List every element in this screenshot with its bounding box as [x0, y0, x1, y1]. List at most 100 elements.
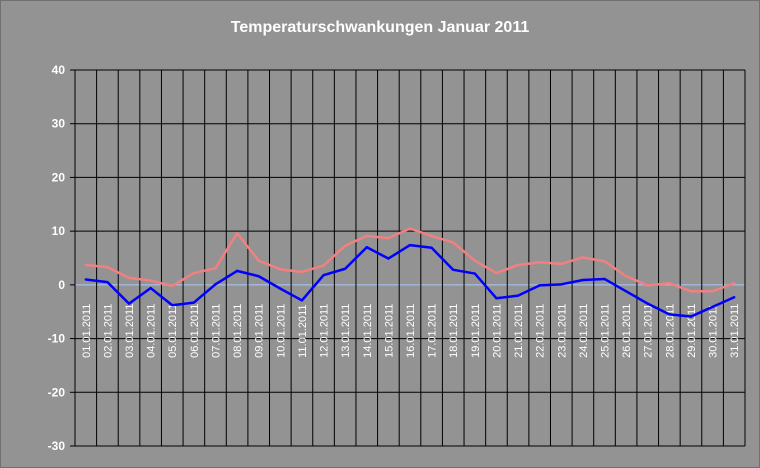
data-point [538, 284, 541, 287]
data-point [408, 243, 412, 247]
x-tick-label: 17.01.2011 [427, 304, 439, 358]
data-point [322, 264, 325, 267]
data-point [127, 302, 131, 305]
data-point [581, 256, 585, 259]
x-tick-label: 23.01.2011 [556, 304, 568, 358]
series-lines [84, 227, 736, 318]
data-point [668, 313, 671, 316]
x-tick-label: 06.01.2011 [189, 304, 201, 358]
y-tick-label: 30 [52, 117, 66, 131]
data-point [149, 286, 152, 290]
data-point [300, 299, 304, 302]
data-point [560, 262, 563, 266]
data-point [214, 283, 217, 286]
x-tick-label: 29.01.2011 [686, 304, 698, 358]
chart-title: Temperaturschwankungen Januar 2011 [230, 19, 530, 36]
data-point [84, 278, 88, 281]
data-point [279, 287, 282, 290]
data-point [646, 302, 649, 305]
x-tick-label: 05.01.2011 [167, 304, 179, 358]
x-tick-label: 24.01.2011 [578, 304, 590, 358]
y-tick-label: 10 [52, 224, 66, 238]
data-point [689, 315, 693, 318]
data-point [343, 267, 347, 270]
x-tick-label: 08.01.2011 [232, 304, 244, 358]
data-point [560, 283, 563, 286]
data-point [214, 267, 217, 270]
x-tick-label: 01.01.2011 [81, 304, 93, 358]
data-point [430, 234, 433, 238]
data-point [452, 268, 455, 272]
data-point [668, 282, 671, 285]
x-axis-tick-labels: 01.01.2011 02.01.2011 03.01.2011 04.01.2011… [81, 304, 741, 358]
data-point [624, 275, 628, 278]
y-tick-label: 0 [58, 278, 65, 292]
data-point [387, 236, 390, 240]
x-tick-label: 02.01.2011 [102, 304, 114, 358]
data-point [516, 294, 520, 297]
data-point [235, 232, 239, 235]
data-point [516, 263, 520, 267]
data-point [149, 279, 152, 282]
data-point [106, 265, 109, 269]
x-tick-label: 03.01.2011 [124, 304, 136, 358]
x-tick-label: 26.01.2011 [621, 304, 633, 358]
grid-lines [70, 69, 746, 447]
y-tick-label: -20 [48, 385, 66, 399]
x-tick-label: 21.01.2011 [513, 304, 525, 358]
y-tick-label: -30 [48, 439, 66, 453]
data-point [322, 273, 325, 277]
x-tick-label: 07.01.2011 [210, 304, 222, 358]
data-point [473, 259, 477, 262]
data-point [365, 234, 368, 238]
data-point [452, 241, 455, 244]
data-point [343, 244, 347, 247]
data-point [624, 290, 628, 293]
x-tick-label: 12.01.2011 [319, 304, 331, 358]
x-tick-label: 15.01.2011 [383, 304, 395, 358]
x-tick-label: 25.01.2011 [600, 304, 612, 358]
x-tick-label: 10.01.2011 [275, 304, 287, 358]
data-point [127, 276, 131, 280]
data-point [581, 278, 585, 282]
data-point [689, 290, 693, 293]
data-point [646, 284, 649, 287]
data-point [365, 246, 368, 249]
data-point [192, 271, 196, 275]
data-point [603, 277, 606, 281]
data-point [711, 305, 714, 309]
x-tick-label: 13.01.2011 [340, 304, 352, 358]
y-tick-label: -10 [48, 332, 66, 346]
x-tick-label: 28.01.2011 [664, 304, 676, 358]
data-point [732, 296, 736, 299]
data-point [171, 284, 174, 288]
data-point [300, 270, 304, 274]
data-point [106, 280, 109, 284]
data-point [495, 271, 498, 275]
data-point [603, 260, 606, 263]
data-point [473, 272, 477, 275]
data-point [538, 261, 541, 264]
x-tick-label: 09.01.2011 [254, 304, 266, 358]
x-tick-label: 19.01.2011 [470, 304, 482, 358]
data-point [495, 297, 498, 300]
x-tick-label: 30.01.2011 [708, 304, 720, 358]
x-tick-label: 20.01.2011 [491, 304, 503, 358]
x-tick-label: 22.01.2011 [535, 304, 547, 358]
data-point [408, 227, 412, 230]
x-tick-label: 27.01.2011 [643, 304, 655, 358]
data-point [430, 246, 433, 249]
data-point [192, 301, 196, 304]
y-tick-label: 40 [52, 63, 66, 77]
data-point [387, 257, 390, 260]
data-point [235, 269, 239, 273]
data-point [257, 259, 260, 262]
x-tick-label: 11.01.2011 [297, 304, 309, 357]
data-point [732, 282, 736, 285]
x-tick-label: 18.01.2011 [448, 304, 460, 358]
y-tick-label: 20 [52, 170, 66, 184]
y-axis-tick-labels: 40 30 20 10 0 -10 -20 -30 [48, 63, 66, 453]
data-point [257, 275, 260, 278]
